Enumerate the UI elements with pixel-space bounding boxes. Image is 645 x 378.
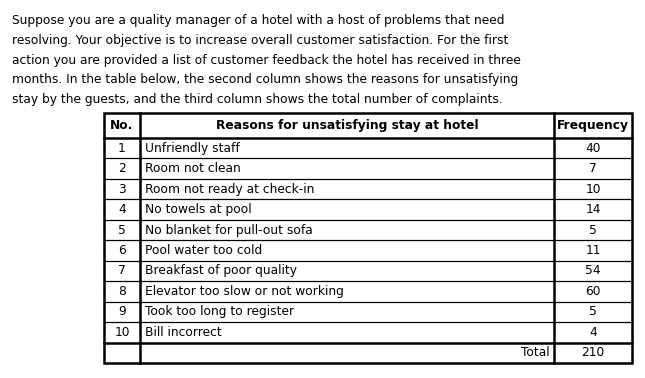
Text: Unfriendly staff: Unfriendly staff: [144, 142, 239, 155]
Text: Total: Total: [521, 346, 550, 359]
Text: Breakfast of poor quality: Breakfast of poor quality: [144, 265, 297, 277]
Text: 10: 10: [114, 326, 130, 339]
Text: Room not ready at check-in: Room not ready at check-in: [144, 183, 314, 196]
Text: 4: 4: [589, 326, 597, 339]
Text: Reasons for unsatisfying stay at hotel: Reasons for unsatisfying stay at hotel: [215, 119, 479, 132]
Text: Frequency: Frequency: [557, 119, 629, 132]
Text: 4: 4: [118, 203, 126, 216]
Text: resolving. Your objective is to increase overall customer satisfaction. For the : resolving. Your objective is to increase…: [12, 34, 508, 47]
Text: 11: 11: [585, 244, 600, 257]
Text: 7: 7: [589, 162, 597, 175]
Text: 1: 1: [118, 142, 126, 155]
Text: 54: 54: [585, 265, 600, 277]
Text: 6: 6: [118, 244, 126, 257]
Text: No.: No.: [110, 119, 134, 132]
Text: 2: 2: [118, 162, 126, 175]
Text: 9: 9: [118, 305, 126, 318]
Text: 60: 60: [585, 285, 600, 298]
Bar: [104, 113, 632, 363]
Text: stay by the guests, and the third column shows the total number of complaints.: stay by the guests, and the third column…: [12, 93, 502, 106]
Text: 40: 40: [585, 142, 600, 155]
Text: Pool water too cold: Pool water too cold: [144, 244, 262, 257]
Text: Suppose you are a quality manager of a hotel with a host of problems that need: Suppose you are a quality manager of a h…: [12, 14, 504, 27]
Text: 7: 7: [118, 265, 126, 277]
Text: Took too long to register: Took too long to register: [144, 305, 293, 318]
Text: No towels at pool: No towels at pool: [144, 203, 251, 216]
Text: 210: 210: [581, 346, 604, 359]
Text: 8: 8: [118, 285, 126, 298]
Text: 5: 5: [118, 223, 126, 237]
Text: 14: 14: [585, 203, 600, 216]
Text: Room not clean: Room not clean: [144, 162, 241, 175]
Text: Bill incorrect: Bill incorrect: [144, 326, 221, 339]
Text: 5: 5: [589, 223, 597, 237]
Text: Elevator too slow or not working: Elevator too slow or not working: [144, 285, 343, 298]
Text: 5: 5: [589, 305, 597, 318]
Text: 10: 10: [585, 183, 600, 196]
Text: action you are provided a list of customer feedback the hotel has received in th: action you are provided a list of custom…: [12, 54, 521, 67]
Text: 3: 3: [118, 183, 126, 196]
Text: No blanket for pull-out sofa: No blanket for pull-out sofa: [144, 223, 312, 237]
Text: months. In the table below, the second column shows the reasons for unsatisfying: months. In the table below, the second c…: [12, 73, 518, 86]
